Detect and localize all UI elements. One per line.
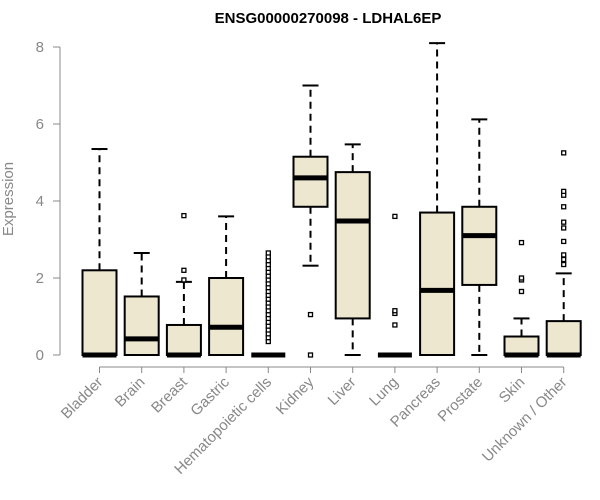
x-tick-label: Brain: [112, 374, 149, 411]
x-tick-label: Breast: [148, 373, 191, 416]
y-tick-label: 0: [36, 347, 44, 364]
y-tick-label: 6: [36, 116, 44, 133]
outlier-point: [307, 311, 314, 318]
x-tick-label: Bladder: [58, 374, 107, 423]
box-body: [165, 323, 202, 357]
boxes-layer: [81, 42, 582, 358]
outlier-point: [561, 188, 567, 195]
x-tick-label: Lung: [366, 374, 402, 410]
box-body: [461, 205, 498, 286]
box-bladder: [81, 148, 118, 358]
outlier-point: [518, 275, 525, 281]
box-brain: [123, 251, 160, 357]
outlier-point: [561, 261, 567, 268]
outlier-point: [181, 277, 187, 283]
box-kidney: [292, 84, 329, 358]
x-tick-label: Kidney: [273, 373, 318, 418]
outlier-point: [518, 288, 525, 295]
outlier-point: [518, 239, 525, 246]
box-body: [292, 155, 329, 208]
box-pancreas: [419, 42, 456, 356]
outlier-point: [265, 250, 271, 256]
outlier-point: [561, 150, 567, 156]
outlier-point: [561, 204, 567, 210]
outlier-point: [392, 322, 398, 328]
x-tick-label: Prostate: [435, 374, 487, 426]
y-tick-label: 4: [36, 193, 44, 210]
box-body: [81, 269, 118, 356]
x-tick-label: Liver: [325, 374, 360, 409]
x-tick-label: Skin: [496, 374, 529, 407]
box-body: [334, 171, 371, 320]
y-tick-label: 2: [36, 270, 44, 287]
box-gastric: [208, 215, 245, 356]
box-body: [123, 295, 160, 357]
y-tick-label: 8: [36, 39, 44, 56]
outlier-point: [561, 219, 567, 225]
box-breast: [165, 212, 202, 358]
y-axis: 0 2 4 6 8: [36, 39, 61, 364]
outlier-point: [561, 256, 567, 263]
box-unknown-other: [545, 150, 582, 358]
outlier-point: [181, 212, 187, 219]
outlier-point: [561, 252, 567, 258]
outlier-point: [307, 352, 314, 358]
outlier-point: [392, 308, 398, 314]
box-body: [208, 277, 245, 356]
outlier-point: [181, 267, 187, 273]
box-body: [419, 211, 456, 356]
chart-title: ENSG00000270098 - LDHAL6EP: [215, 10, 442, 27]
outlier-point: [392, 213, 398, 220]
box-prostate: [461, 118, 498, 356]
y-axis-label: Expression: [0, 162, 17, 236]
box-lung: [377, 213, 412, 358]
box-body: [545, 320, 582, 356]
box-body: [503, 335, 540, 356]
box-hematopoietic-cells: [251, 250, 286, 358]
box-liver: [334, 143, 371, 356]
outlier-point: [561, 225, 567, 231]
outlier-point: [561, 238, 567, 245]
box-skin: [503, 239, 540, 358]
